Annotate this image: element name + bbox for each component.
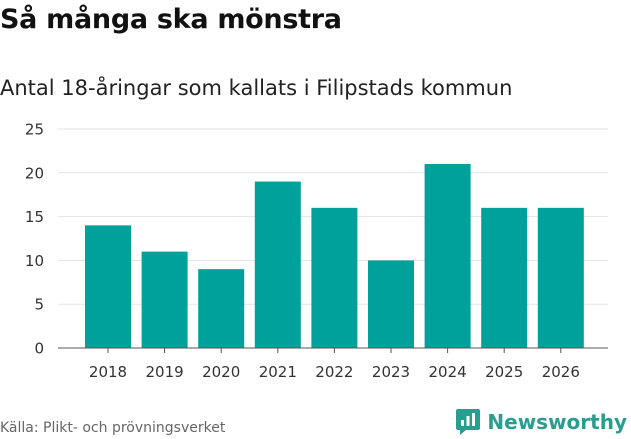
source-note: Källa: Plikt- och prövningsverket [0, 420, 226, 436]
x-tick-label: 2018 [89, 363, 127, 381]
bar-2025 [481, 207, 528, 348]
x-tick-label: 2026 [542, 363, 580, 381]
bar-2020 [198, 269, 245, 348]
x-tick-label: 2019 [146, 363, 184, 381]
y-tick-label: 15 [25, 208, 44, 226]
bar-2024 [424, 164, 471, 348]
y-tick-label: 0 [34, 340, 44, 358]
y-axis-ticks: 0 5 10 15 20 25 [25, 121, 44, 358]
bar-2022 [311, 207, 358, 348]
chart-title: Så många ska mönstra [0, 4, 342, 35]
x-tick-label: 2021 [259, 363, 297, 381]
y-tick-label: 25 [25, 121, 44, 139]
bar-2023 [368, 260, 414, 348]
x-tick-label: 2022 [315, 363, 353, 381]
x-tick-label: 2023 [372, 363, 410, 381]
chart-subtitle: Antal 18-åringar som kallats i Filipstad… [0, 76, 513, 100]
bar-2026 [537, 207, 584, 348]
x-tick-label: 2025 [485, 363, 523, 381]
x-tick-label: 2020 [202, 363, 240, 381]
x-axis-ticks: 2018 2019 2020 2021 2022 2023 2024 2025 2026 [89, 348, 580, 381]
bar-2018 [85, 225, 131, 348]
brand-logo: Newsworthy [455, 407, 627, 437]
y-tick-label: 5 [34, 296, 44, 314]
newsworthy-logo-icon [456, 409, 481, 435]
x-tick-label: 2024 [429, 363, 467, 381]
bars [85, 164, 584, 348]
y-tick-label: 20 [25, 164, 44, 182]
bar-2019 [141, 251, 188, 348]
y-tick-label: 10 [25, 252, 44, 270]
bar-2021 [254, 181, 301, 348]
brand-name: Newsworthy [487, 410, 627, 434]
